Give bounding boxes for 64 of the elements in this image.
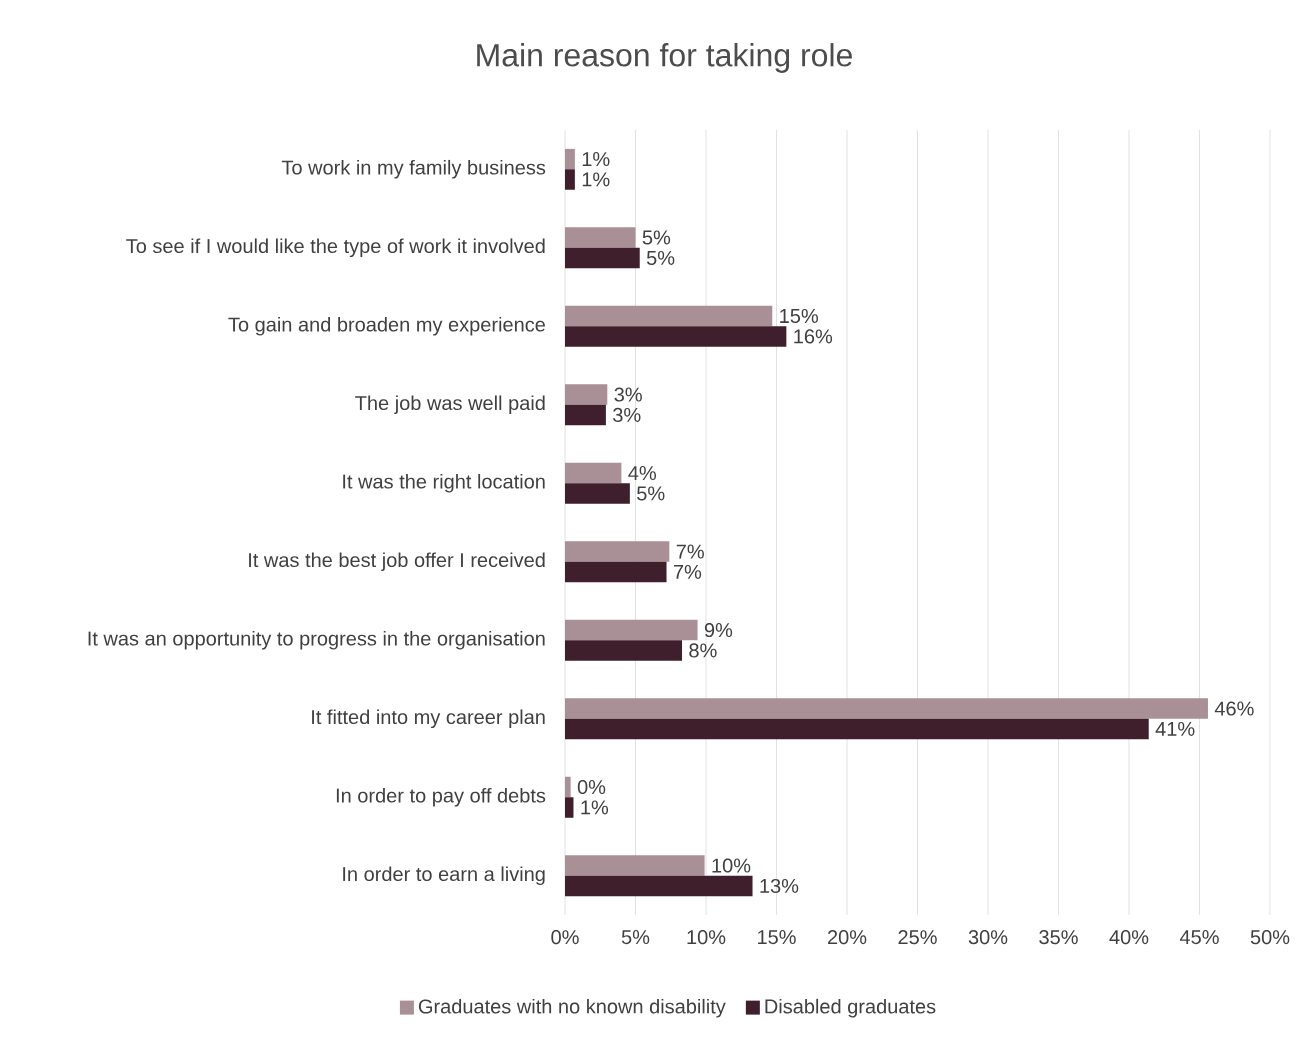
y-tick-label: To gain and broaden my experience — [228, 316, 545, 336]
data-label: 4% — [628, 466, 657, 481]
bar — [565, 698, 1208, 719]
x-tick-label: 25% — [898, 930, 937, 945]
bar — [565, 384, 608, 405]
data-label: 9% — [704, 622, 733, 638]
x-tick-label: 10% — [687, 930, 726, 945]
x-tick-label: 40% — [1109, 930, 1149, 945]
legend-label: Disabled graduates — [765, 998, 936, 1018]
data-label: 41% — [1155, 721, 1195, 736]
y-tick-label: In order to earn a living — [343, 866, 545, 886]
data-label: 15% — [780, 308, 818, 324]
bar — [565, 640, 683, 661]
bar — [565, 718, 1149, 740]
bar — [565, 797, 574, 818]
x-tick-label: 50% — [1250, 930, 1290, 945]
data-label: 5% — [642, 230, 671, 245]
data-label: 0% — [577, 779, 606, 795]
bar — [565, 404, 606, 426]
data-label: 3% — [614, 387, 642, 402]
data-label: 7% — [673, 564, 702, 579]
y-tick-label: To see if I would like the type of work it involved — [126, 238, 545, 258]
x-tick-label: 45% — [1179, 930, 1219, 945]
bar — [565, 247, 640, 269]
data-label: 5% — [646, 250, 675, 265]
bar — [565, 541, 670, 562]
legend-label: Graduates with no known disability — [418, 998, 726, 1018]
data-label: 5% — [637, 486, 665, 501]
bar — [565, 875, 753, 897]
bar — [565, 148, 575, 170]
y-tick-label: It was an opportunity to progress in the organisation — [88, 630, 545, 650]
y-tick-label: It was the best job offer I received — [249, 552, 545, 572]
bar — [565, 462, 622, 484]
chart-title: Main reason for taking role — [477, 43, 852, 73]
y-tick-label: The job was well paid — [355, 395, 545, 415]
data-label: 46% — [1214, 701, 1254, 716]
data-label: 10% — [712, 858, 751, 873]
data-label: 1% — [582, 172, 610, 187]
x-tick-label: 20% — [827, 930, 867, 945]
x-tick-label: 30% — [968, 930, 1008, 945]
y-tick-label: In order to pay off debts — [336, 787, 546, 807]
bar — [565, 619, 698, 641]
bar — [565, 561, 667, 583]
y-tick-label: It fitted into my career plan — [312, 709, 545, 729]
x-tick-label: 15% — [758, 930, 796, 945]
bar — [565, 483, 630, 504]
bar — [565, 776, 571, 798]
y-tick-label: To work in my family business — [281, 159, 546, 179]
bar — [565, 169, 575, 190]
data-label: 13% — [760, 878, 799, 894]
x-tick-label: 5% — [621, 930, 650, 945]
bar — [565, 326, 787, 347]
x-tick-label: 35% — [1039, 930, 1078, 945]
x-tick-label: 0% — [551, 930, 579, 945]
data-label: 1% — [581, 800, 609, 815]
bar — [565, 855, 705, 876]
data-label: 7% — [676, 544, 704, 559]
data-label: 8% — [689, 643, 717, 658]
y-tick-label: It was the right location — [343, 473, 545, 493]
data-label: 16% — [794, 329, 833, 344]
data-label: 1% — [582, 152, 610, 167]
bar — [565, 227, 636, 248]
bar — [565, 305, 773, 327]
data-label: 3% — [613, 407, 641, 423]
